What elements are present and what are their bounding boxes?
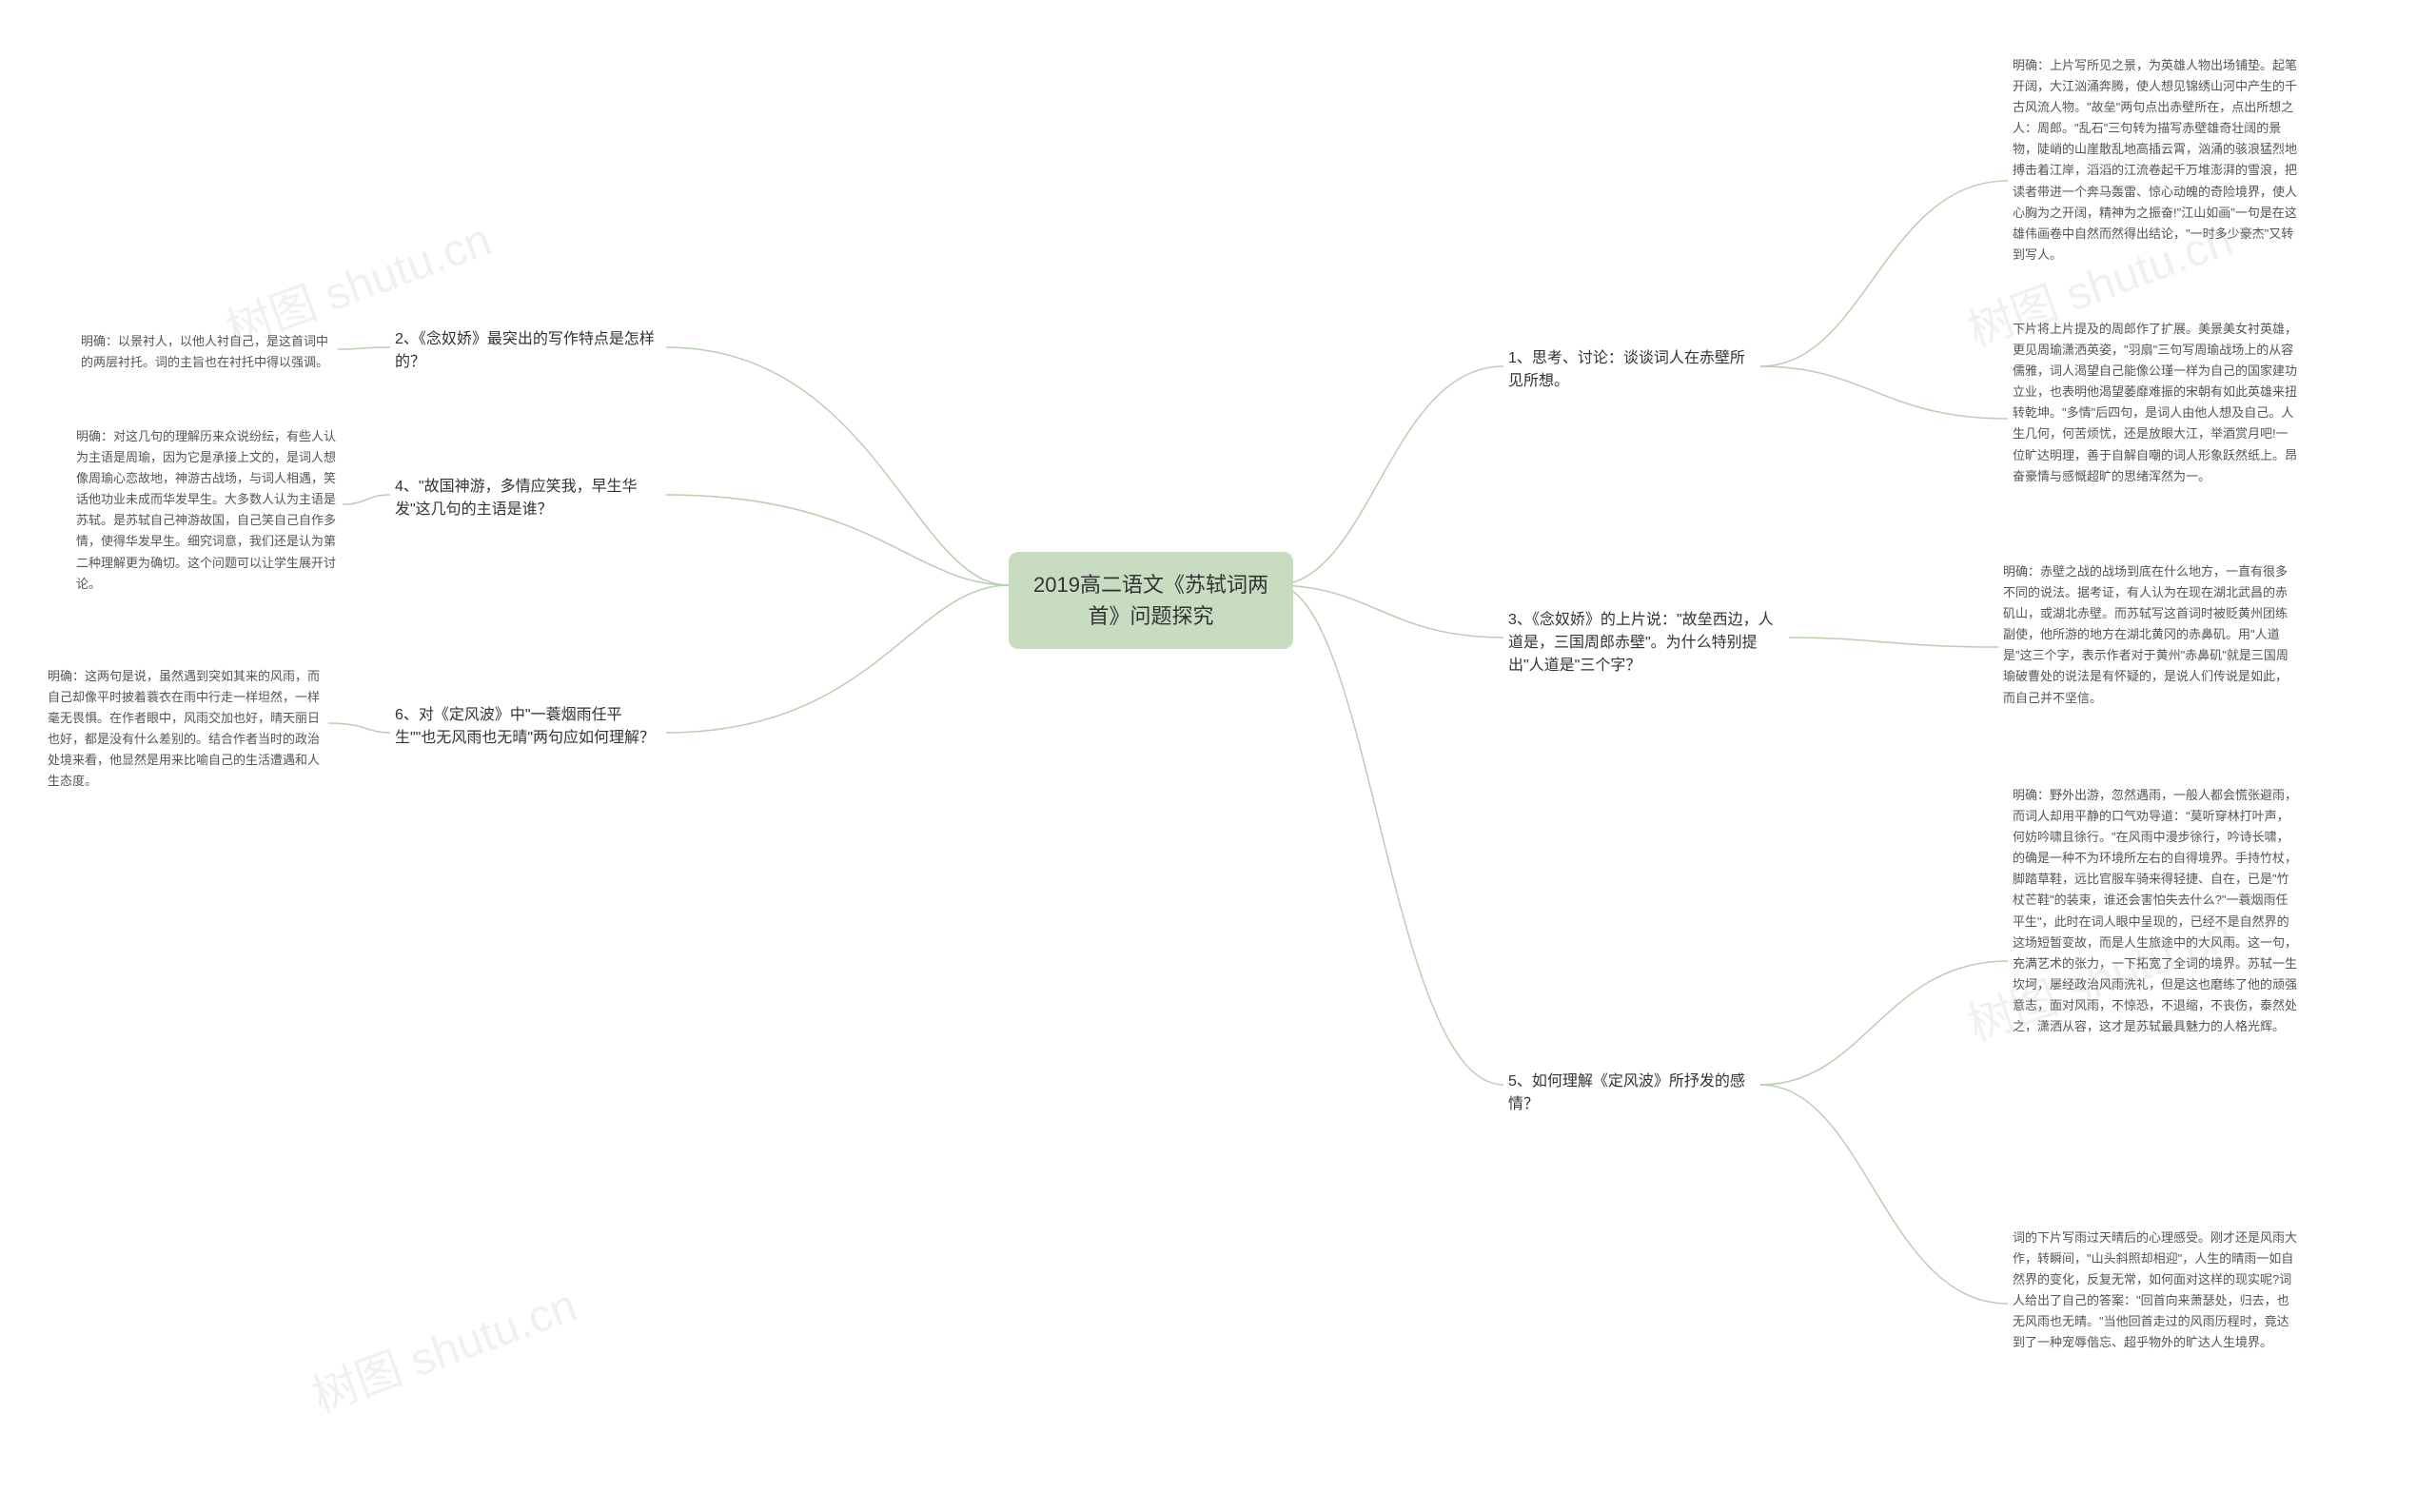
leaf-node-b1l2: 下片将上片提及的周郎作了扩展。美景美女衬英雄，更见周瑜潇洒英姿，"羽扇"三句写周… [2013,319,2298,487]
leaf-node-b5l1: 明确：野外出游，忽然遇雨，一般人都会慌张避雨，而词人却用平静的口气劝导道："莫听… [2013,785,2298,1037]
branch-node-b4: 4、"故国神游，多情应笑我，早生华发"这几句的主语是谁？ [395,476,661,521]
branch-node-b2: 2、《念奴娇》最突出的写作特点是怎样的？ [395,328,661,374]
leaf-node-b5l2: 词的下片写雨过天晴后的心理感受。刚才还是风雨大作，转瞬间，"山头斜照却相迎"，人… [2013,1227,2298,1354]
central-title-1: 2019高二语文《苏轼词两 [1033,573,1268,597]
leaf-node-b3l1: 明确：赤壁之战的战场到底在什么地方，一直有很多不同的说法。据考证，有人认为在现在… [2003,561,2289,709]
leaf-node-b2l1: 明确：以景衬人，以他人衬自己，是这首词中的两层衬托。词的主旨也在衬托中得以强调。 [81,331,338,373]
leaf-node-b6l1: 明确：这两句是说，虽然遇到突如其来的风雨，而自己却像平时披着蓑衣在雨中行走一样坦… [48,666,324,793]
central-title-2: 首》问题探究 [1088,604,1213,628]
branch-node-b6: 6、对《定风波》中"一蓑烟雨任平生""也无风雨也无晴"两句应如何理解？ [395,704,661,750]
central-node: 2019高二语文《苏轼词两 首》问题探究 [1009,552,1293,649]
watermark: 树图 shutu.cn [302,1267,584,1424]
branch-node-b1: 1、思考、讨论：谈谈词人在赤壁所见所想。 [1508,347,1756,393]
leaf-node-b1l1: 明确：上片写所见之景，为英雄人物出场铺垫。起笔开阔，大江汹涌奔腾，使人想见锦绣山… [2013,55,2298,265]
branch-node-b3: 3、《念奴娇》的上片说："故垒西边，人道是，三国周郎赤壁"。为什么特别提出"人道… [1508,609,1775,677]
leaf-node-b4l1: 明确：对这几句的理解历来众说纷纭，有些人认为主语是周瑜，因为它是承接上文的，是词… [76,426,343,595]
branch-node-b5: 5、如何理解《定风波》所抒发的感情？ [1508,1070,1756,1116]
